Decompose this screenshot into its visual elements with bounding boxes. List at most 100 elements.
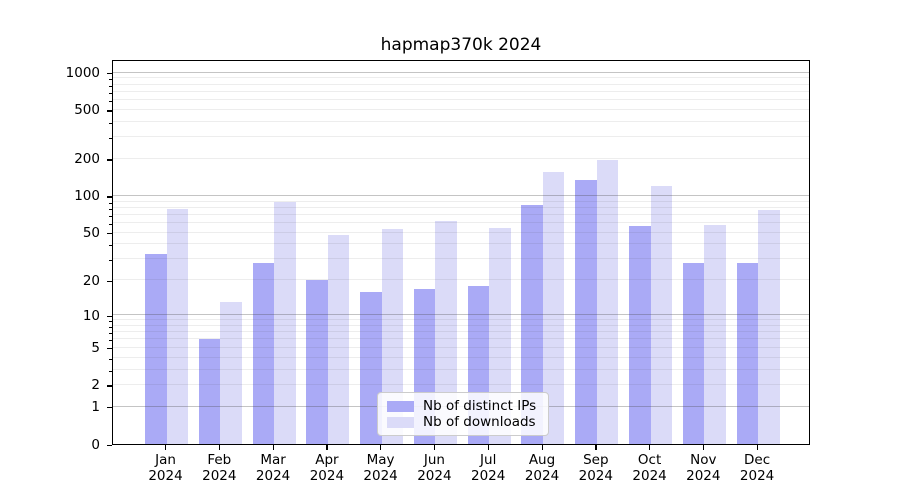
y-tick-label-10: 10 <box>82 307 100 324</box>
y-tick-mark-2 <box>107 385 112 387</box>
y-tick-mark-20 <box>107 280 112 283</box>
x-tick-label-mar: Mar 2024 <box>255 452 291 484</box>
y-minor-tick-mark-8 <box>109 326 112 328</box>
bar-distinct-ips-jan <box>145 254 167 444</box>
y-tick-label-20: 20 <box>82 272 100 289</box>
x-tick-mark-aug <box>541 445 543 450</box>
x-tick-label-aug: Aug 2024 <box>524 452 560 484</box>
y-minor-tick-mark-7 <box>109 333 112 335</box>
y-tick-mark-10 <box>107 315 112 317</box>
major-gridline-1000 <box>113 71 809 73</box>
minor-gridline-600 <box>113 99 809 100</box>
x-tick-mark-mar <box>272 445 274 450</box>
y-tick-mark-5 <box>107 348 112 350</box>
bar-distinct-ips-may <box>360 291 382 444</box>
minor-gridline-400 <box>113 120 809 122</box>
plot-area <box>112 60 810 445</box>
legend-label-distinct-ips: Nb of distinct IPs <box>423 398 537 414</box>
bar-distinct-ips-sep <box>575 179 597 444</box>
x-tick-mark-apr <box>326 445 328 450</box>
y-tick-label-5: 5 <box>91 340 100 357</box>
x-tick-label-sep: Sep 2024 <box>578 452 613 484</box>
y-minor-tick-mark-70 <box>109 215 112 217</box>
y-minor-tick-mark-600 <box>109 101 112 102</box>
bar-downloads-feb <box>220 302 242 444</box>
minor-gridline-3 <box>113 368 809 370</box>
x-tick-mark-jul <box>487 445 489 450</box>
y-tick-label-50: 50 <box>82 225 100 242</box>
y-tick-mark-200 <box>107 159 112 161</box>
legend-entry-downloads: Nb of downloads <box>387 415 538 429</box>
y-minor-tick-mark-700 <box>109 92 112 94</box>
y-minor-tick-mark-400 <box>109 122 112 124</box>
y-minor-tick-mark-300 <box>109 138 112 140</box>
x-tick-label-jun: Jun 2024 <box>417 452 452 484</box>
y-minor-tick-mark-80 <box>109 208 112 210</box>
y-minor-tick-mark-3 <box>109 370 112 372</box>
legend-swatch-downloads <box>387 416 414 428</box>
minor-gridline-6 <box>113 338 809 340</box>
bar-downloads-apr <box>327 234 350 444</box>
y-tick-mark-1 <box>107 407 112 409</box>
bar-distinct-ips-feb <box>198 339 221 444</box>
bar-downloads-dec <box>758 209 780 444</box>
x-tick-label-nov: Nov 2024 <box>686 452 721 484</box>
y-tick-mark-100 <box>107 196 112 198</box>
minor-gridline-30 <box>113 258 809 260</box>
minor-gridline-200 <box>113 157 809 159</box>
y-tick-mark-50 <box>107 233 112 235</box>
bar-downloads-oct <box>650 186 673 444</box>
x-tick-label-oct: Oct 2024 <box>632 452 667 484</box>
x-tick-label-apr: Apr 2024 <box>309 452 345 484</box>
bar-distinct-ips-dec <box>736 263 759 444</box>
y-tick-label-100: 100 <box>74 188 100 205</box>
minor-gridline-5 <box>113 346 809 348</box>
x-tick-label-jul: Jul 2024 <box>471 452 506 484</box>
bar-downloads-jul <box>489 227 511 444</box>
bar-downloads-mar <box>274 202 296 444</box>
major-gridline-10 <box>113 314 809 316</box>
y-tick-label-1: 1 <box>91 399 100 416</box>
bar-distinct-ips-mar <box>252 263 275 444</box>
y-minor-tick-mark-90 <box>109 202 112 204</box>
y-minor-tick-mark-40 <box>109 245 112 247</box>
y-minor-tick-mark-900 <box>109 79 112 81</box>
bar-downloads-jan <box>166 209 188 444</box>
minor-gridline-8 <box>113 324 809 326</box>
y-minor-tick-mark-30 <box>109 260 112 262</box>
minor-gridline-90 <box>113 200 809 202</box>
minor-gridline-4 <box>113 356 809 358</box>
legend: Nb of distinct IPs Nb of downloads <box>377 392 549 436</box>
minor-gridline-80 <box>113 206 809 208</box>
x-tick-mark-jun <box>433 445 436 450</box>
y-tick-label-1000: 1000 <box>65 65 100 81</box>
bar-distinct-ips-oct <box>629 225 651 444</box>
major-gridline-100 <box>113 194 809 196</box>
minor-gridline-800 <box>113 83 809 85</box>
y-minor-tick-mark-800 <box>109 85 112 87</box>
y-tick-mark-500 <box>107 110 112 112</box>
x-tick-mark-sep <box>595 445 597 450</box>
x-tick-mark-oct <box>649 445 651 450</box>
minor-gridline-300 <box>113 136 809 138</box>
y-tick-mark-0 <box>107 444 112 446</box>
y-tick-label-500: 500 <box>74 102 100 119</box>
minor-gridline-70 <box>113 213 809 215</box>
y-minor-tick-mark-4 <box>109 358 112 360</box>
bar-distinct-ips-apr <box>306 280 328 444</box>
bar-downloads-jun <box>435 221 457 444</box>
bar-downloads-sep <box>596 160 619 444</box>
minor-gridline-7 <box>113 331 809 333</box>
legend-label-downloads: Nb of downloads <box>423 414 536 430</box>
y-tick-label-2: 2 <box>91 377 100 394</box>
x-tick-mark-jan <box>165 445 167 450</box>
x-tick-mark-feb <box>218 445 221 450</box>
minor-gridline-40 <box>113 243 809 245</box>
bar-downloads-aug <box>542 171 565 444</box>
legend-entry-distinct-ips: Nb of distinct IPs <box>387 399 538 413</box>
y-tick-label-0: 0 <box>91 436 100 453</box>
minor-gridline-60 <box>113 222 809 223</box>
minor-gridline-20 <box>113 279 809 281</box>
x-tick-label-feb: Feb 2024 <box>202 452 237 484</box>
bar-distinct-ips-nov <box>682 263 705 444</box>
